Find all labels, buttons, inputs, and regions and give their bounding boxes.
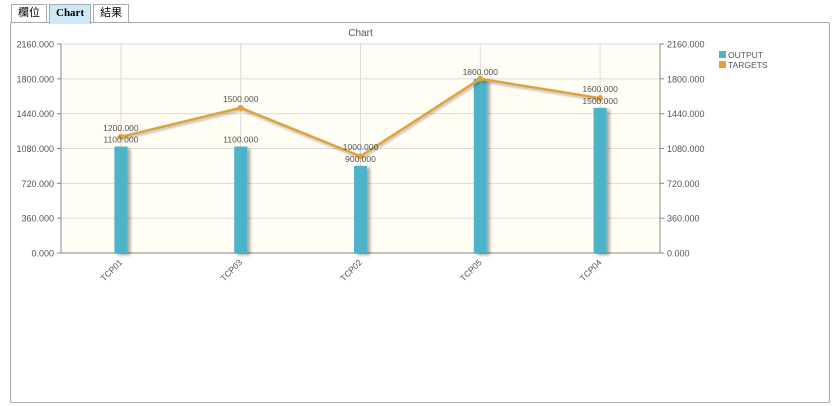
x-tick-label: TCP05	[458, 257, 484, 283]
y-tick-label: 1440.000	[16, 109, 54, 119]
y-tick-label: 360.000	[21, 214, 54, 224]
y-tick-label: 2160.000	[16, 40, 54, 50]
targets-point	[357, 153, 364, 160]
output-bar	[354, 165, 367, 253]
output-bar	[114, 146, 128, 253]
output-data-label: 1100.000	[223, 135, 258, 145]
targets-point	[117, 133, 124, 140]
y2-tick-label: 1800.000	[667, 74, 705, 84]
targets-data-label: 1200.000	[103, 123, 139, 133]
y-tick-label: 0.000	[31, 249, 54, 259]
output-bar	[234, 146, 248, 253]
y2-tick-label: 720.000	[667, 179, 700, 189]
x-tick-label: TCP03	[218, 257, 244, 283]
output-data-label: 900.000	[345, 154, 376, 164]
output-data-label: 1100.000	[103, 135, 138, 145]
x-tick-label: TCP01	[99, 257, 125, 283]
y-tick-label: 720.000	[21, 179, 54, 189]
legend-label: TARGETS	[728, 60, 768, 70]
legend-swatch	[719, 61, 726, 68]
tab-fields[interactable]: 欄位	[11, 4, 47, 22]
targets-data-label: 1600.000	[582, 84, 618, 94]
x-tick-label: TCP02	[338, 257, 364, 283]
targets-point	[597, 95, 604, 102]
tab-results[interactable]: 結果	[93, 4, 130, 22]
output-data-label: 1500.000	[582, 96, 618, 106]
output-bar	[473, 78, 487, 253]
y2-tick-label: 1440.000	[667, 109, 705, 119]
legend-label: OUTPUT	[728, 50, 763, 60]
targets-point	[237, 104, 244, 111]
targets-point	[477, 75, 484, 82]
y2-tick-label: 2160.000	[667, 40, 705, 50]
y2-tick-label: 0.000	[667, 249, 690, 259]
output-bar	[593, 107, 607, 253]
legend-swatch	[719, 51, 726, 58]
tab-chart[interactable]: Chart	[49, 4, 92, 24]
x-tick-label: TCP04	[578, 257, 604, 283]
y2-tick-label: 1080.000	[667, 144, 705, 154]
targets-data-label: 1500.000	[223, 94, 259, 104]
y-tick-label: 1080.000	[16, 144, 54, 154]
y2-tick-label: 360.000	[667, 214, 700, 224]
output-data-label: 1800.000	[463, 67, 499, 77]
targets-data-label: 1000.000	[343, 142, 379, 152]
y-tick-label: 1800.000	[16, 74, 54, 84]
chart-title: Chart	[348, 28, 373, 39]
tab-strip: 欄位 Chart 結果	[11, 4, 131, 24]
